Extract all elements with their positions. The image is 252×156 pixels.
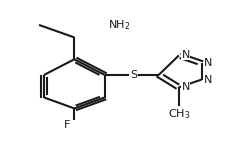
Text: N: N xyxy=(204,58,212,68)
Text: CH$_3$: CH$_3$ xyxy=(168,108,190,121)
Text: N: N xyxy=(181,82,190,92)
Text: N: N xyxy=(204,75,212,85)
Text: S: S xyxy=(130,70,137,80)
Text: NH$_2$: NH$_2$ xyxy=(108,18,131,32)
Text: N: N xyxy=(181,50,190,60)
Text: F: F xyxy=(64,120,71,130)
